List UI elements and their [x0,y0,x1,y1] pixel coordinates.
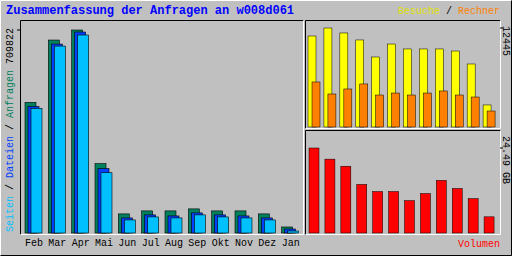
legend-entry: Dateien [5,136,16,178]
bar [455,95,463,127]
bar [148,217,159,233]
legend-separator: / [5,118,16,136]
bar [124,220,135,233]
y-tick-label: 709822 [5,28,16,64]
x-tick-label: Dez [258,238,276,249]
bar [484,217,494,233]
legend-entry: Seiten [5,196,16,232]
x-tick-label: Aug [165,238,183,249]
legend-entry: Rechner [458,6,500,17]
bar [408,95,416,127]
plot-area [308,28,495,127]
bar [218,217,229,233]
legend: Seiten / Dateien / Anfragen [5,70,16,232]
panel-border [306,131,501,235]
bar [436,180,446,233]
bar [288,231,299,233]
bar [309,148,319,233]
bar [31,108,42,233]
bar [487,111,495,127]
bar [194,215,205,233]
x-tick-label: Okt [212,238,230,249]
bar [78,35,89,233]
frame [1,1,512,256]
legend-entry: Anfragen [5,70,16,118]
bar [328,94,336,127]
y-tick-label: 12445 [500,26,511,56]
x-tick-label: Feb [25,238,43,249]
bar [423,93,431,127]
x-tick-label: Jun [118,238,136,249]
bar [312,82,320,127]
legend-entry: Besuche [398,6,440,17]
bar [171,218,182,233]
bar [373,192,383,233]
panel-border [306,131,501,235]
bar [264,220,275,233]
bar [241,218,252,233]
bar [452,188,462,233]
plot-area [25,30,299,233]
legend-separator: / [440,6,458,17]
panel-border [21,21,304,235]
bar [439,91,447,127]
frame [1,1,512,256]
bar [405,201,415,233]
x-tick-label: Jan [282,238,300,249]
x-tick-label: Mai [95,238,113,249]
legend: Besuche / Rechner [398,6,500,17]
bar [471,97,479,127]
title: Zusammenfassung der Anfragen an w008d061 [6,4,294,18]
x-tick-label: Jul [142,238,160,249]
y-tick-label: 24.49 GB [500,136,511,184]
panel-border [21,21,304,235]
bar [360,84,368,127]
legend-separator: / [5,178,16,196]
legend-entry: Volumen [458,239,500,250]
plot-area [309,148,494,233]
bar [325,159,335,233]
bar [341,166,351,233]
x-tick-label: Mar [48,238,66,249]
x-tick-label: Nov [235,238,253,249]
background [0,0,512,256]
x-tick-label: Sep [188,238,206,249]
panel-border [306,21,501,129]
x-tick-label: Apr [72,238,90,249]
bar [468,199,478,233]
bar [54,46,65,233]
bar [357,184,367,233]
bar [376,95,384,127]
tick [17,30,20,31]
bar [420,194,430,233]
bar [389,192,399,233]
bar [101,173,112,233]
chart: Zusammenfassung der Anfragen an w008d061… [0,0,512,256]
bar [392,93,400,127]
bar [344,89,352,127]
panel-border [306,21,501,129]
